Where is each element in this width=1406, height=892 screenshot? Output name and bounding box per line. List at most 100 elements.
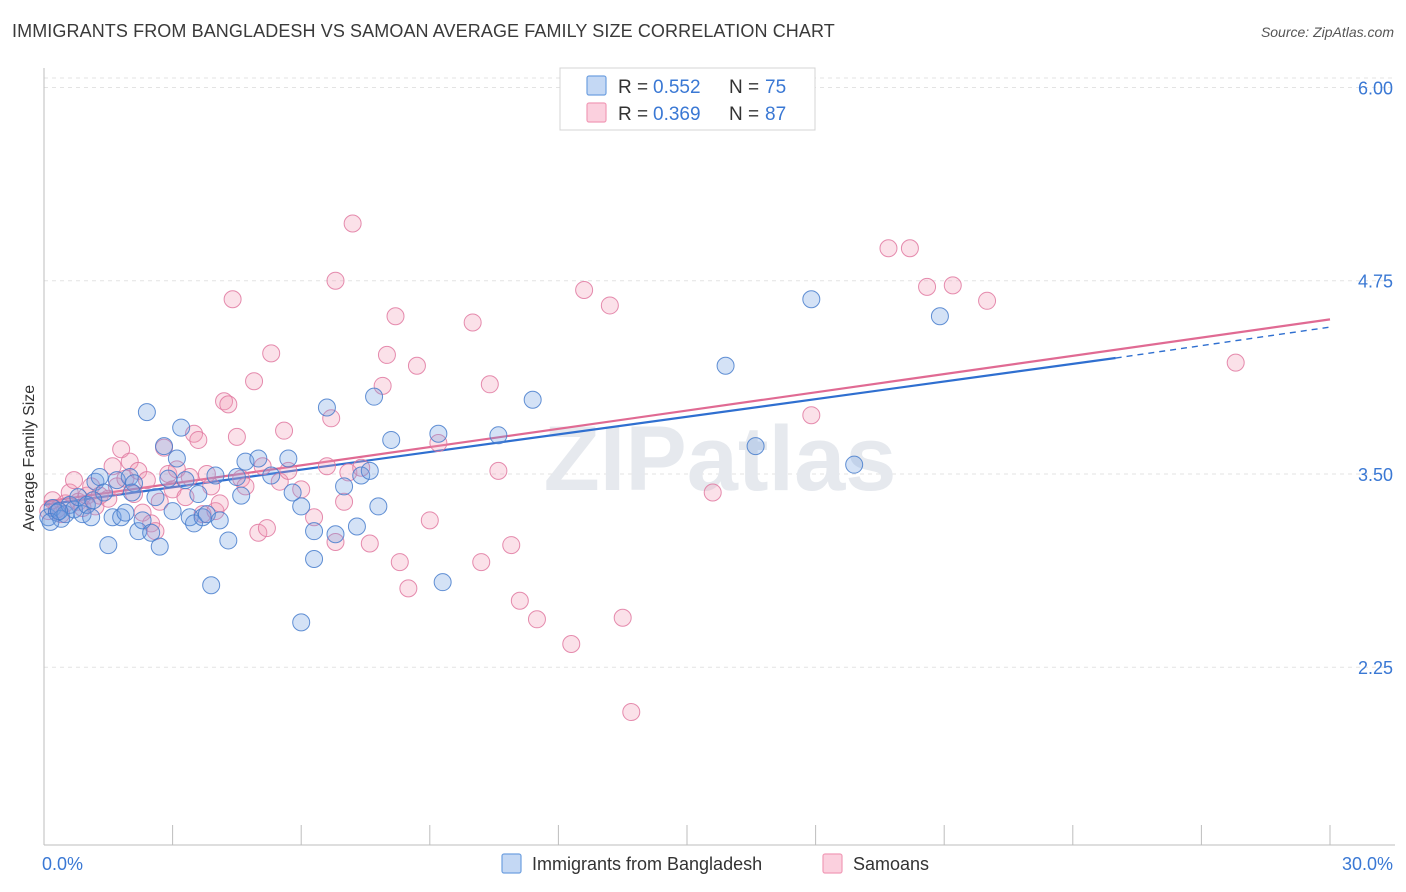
y-axis-label: Average Family Size (21, 385, 38, 532)
series1-point-29 (163, 502, 182, 521)
series2-point-65 (377, 345, 396, 364)
series1-point-64 (489, 426, 508, 445)
series1-point-73 (84, 491, 103, 510)
series1-point-52 (305, 549, 324, 568)
data-points (39, 214, 1245, 722)
legend-r-label-2: R = (618, 104, 648, 125)
series2-point-14 (103, 457, 122, 476)
series1-point-65 (523, 390, 542, 409)
series2-point-54 (305, 508, 324, 527)
y-tick-label-1: 3.50 (1358, 465, 1393, 485)
series1-point-45 (249, 449, 268, 468)
series1-point-39 (206, 466, 225, 485)
series2-point-46 (249, 523, 268, 542)
series2-point-91 (1226, 353, 1245, 372)
series2-point-80 (575, 280, 594, 299)
series2-point-81 (600, 296, 619, 315)
series1-point-70 (930, 307, 949, 326)
series2-point-89 (943, 276, 962, 295)
series2-point-84 (703, 483, 722, 502)
series1-point-49 (292, 497, 311, 516)
series1-point-62 (429, 424, 448, 443)
series2-point-6 (65, 471, 84, 490)
series2-point-75 (489, 461, 508, 480)
series1-point-21 (129, 522, 148, 541)
x-tick-label-0: 0.0% (42, 854, 83, 874)
series2-point-45 (245, 372, 264, 391)
series2-point-40 (219, 395, 238, 414)
series2-point-42 (227, 427, 246, 446)
series2-point-76 (502, 536, 521, 555)
series1-point-60 (369, 497, 388, 516)
series2-point-67 (390, 553, 409, 572)
series1-point-51 (305, 522, 324, 541)
axes (43, 68, 1395, 846)
trend-line-series2 (43, 318, 1331, 503)
legend-r-value-2: 0.369 (653, 104, 701, 125)
legend-swatch-series2 (586, 102, 607, 123)
series2-point-86 (879, 239, 898, 258)
series1-point-35 (189, 485, 208, 504)
series1-point-54 (326, 525, 345, 544)
series2-point-83 (622, 703, 641, 722)
series1-point-38 (202, 576, 221, 595)
trend-line-series1-extension (1115, 326, 1331, 359)
series1-point-47 (279, 449, 298, 468)
series1-point-42 (227, 468, 246, 487)
series2-point-49 (262, 344, 281, 363)
series1-point-23 (137, 403, 156, 422)
series1-point-66 (716, 356, 735, 375)
series1-point-41 (219, 531, 238, 550)
series1-point-26 (150, 537, 169, 556)
series1-point-24 (142, 523, 161, 542)
series1-point-48 (283, 483, 302, 502)
series2-point-72 (463, 313, 482, 332)
series1-point-10 (82, 508, 101, 527)
series1-point-14 (99, 536, 118, 555)
series2-point-57 (326, 532, 345, 551)
series1-point-57 (352, 466, 371, 485)
legend-r-value-1: 0.552 (653, 77, 701, 98)
legend-n-label-2: N = (729, 104, 759, 125)
series2-point-85 (802, 406, 821, 425)
series1-point-56 (347, 517, 366, 536)
y-tick-label-0: 2.25 (1358, 658, 1393, 678)
legend-r-label-1: R = (618, 77, 648, 98)
bottom-legend-label-series1: Immigrants from Bangladesh (532, 854, 762, 874)
series1-point-18 (116, 503, 135, 522)
series1-point-0 (39, 508, 58, 527)
series2-point-48 (257, 519, 276, 538)
chart-title: IMMIGRANTS FROM BANGLADESH VS SAMOAN AVE… (12, 21, 835, 41)
series1-point-61 (382, 430, 401, 449)
legend-n-value-2: 87 (765, 104, 786, 125)
series1-point-72 (50, 502, 69, 521)
series1-point-59 (365, 387, 384, 406)
legend-box: R = 0.552 N = 75 R = 0.369 N = 87 (559, 67, 816, 131)
bottom-legend-swatch-series2 (822, 853, 843, 874)
series1-point-28 (159, 469, 178, 488)
x-tick-label-1: 30.0% (1342, 854, 1393, 874)
bottom-legend-label-series2: Samoans (853, 854, 929, 874)
series1-point-30 (167, 449, 186, 468)
grid-lines (44, 77, 1395, 668)
series1-point-40 (210, 511, 229, 530)
series2-point-68 (399, 579, 418, 598)
series2-point-87 (900, 239, 919, 258)
series1-point-43 (232, 486, 251, 505)
series1-point-27 (155, 437, 174, 456)
series1-point-25 (146, 488, 165, 507)
watermark: ZIPatlas (544, 408, 897, 510)
series2-point-71 (429, 434, 448, 453)
series1-point-31 (172, 418, 191, 437)
series2-point-51 (275, 421, 294, 440)
series2-point-59 (335, 492, 354, 511)
bottom-legend: Immigrants from Bangladesh Samoans (501, 853, 929, 874)
series1-point-32 (176, 471, 195, 490)
series2-point-63 (360, 534, 379, 553)
series2-point-82 (613, 608, 632, 627)
series1-point-55 (335, 477, 354, 496)
series1-point-67 (746, 437, 765, 456)
series2-point-58 (326, 271, 345, 290)
series2-point-66 (386, 307, 405, 326)
